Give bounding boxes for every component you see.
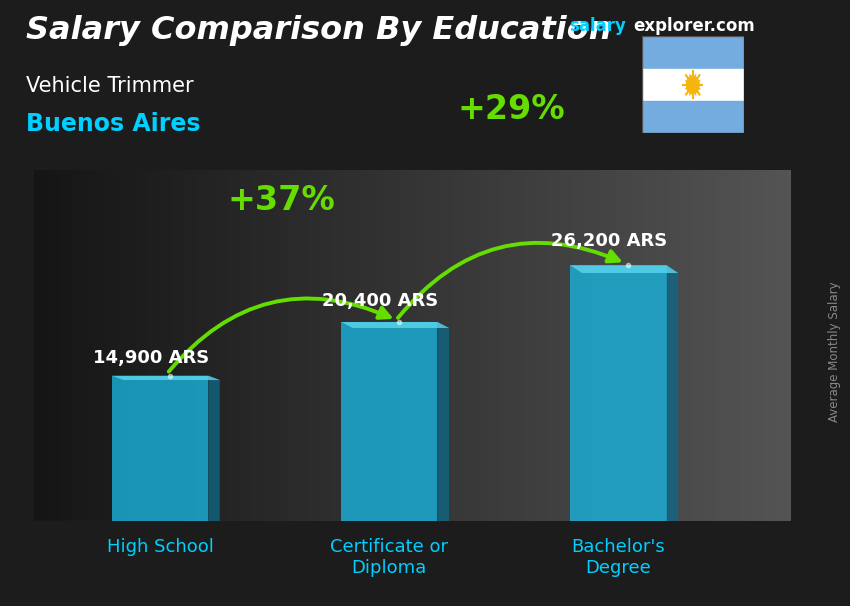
Text: explorer.com: explorer.com (633, 17, 755, 35)
Circle shape (687, 76, 699, 93)
Polygon shape (666, 265, 678, 521)
Bar (570, 265, 666, 521)
Polygon shape (341, 322, 449, 328)
Bar (642, 69, 744, 101)
Bar (112, 376, 208, 521)
Polygon shape (438, 322, 449, 521)
Text: Buenos Aires: Buenos Aires (26, 112, 200, 136)
Circle shape (687, 76, 699, 93)
Text: salary: salary (570, 17, 626, 35)
Text: +29%: +29% (457, 93, 564, 127)
Text: 14,900 ARS: 14,900 ARS (93, 349, 209, 367)
Text: +37%: +37% (228, 184, 336, 218)
Text: 20,400 ARS: 20,400 ARS (322, 292, 439, 310)
Bar (642, 36, 744, 69)
Polygon shape (208, 376, 220, 521)
Bar (642, 101, 744, 133)
Polygon shape (570, 265, 678, 273)
Text: 26,200 ARS: 26,200 ARS (551, 232, 667, 250)
Text: Average Monthly Salary: Average Monthly Salary (828, 281, 842, 422)
Text: Salary Comparison By Education: Salary Comparison By Education (26, 15, 611, 46)
Text: Vehicle Trimmer: Vehicle Trimmer (26, 76, 193, 96)
Polygon shape (112, 376, 220, 380)
Bar (341, 322, 438, 521)
